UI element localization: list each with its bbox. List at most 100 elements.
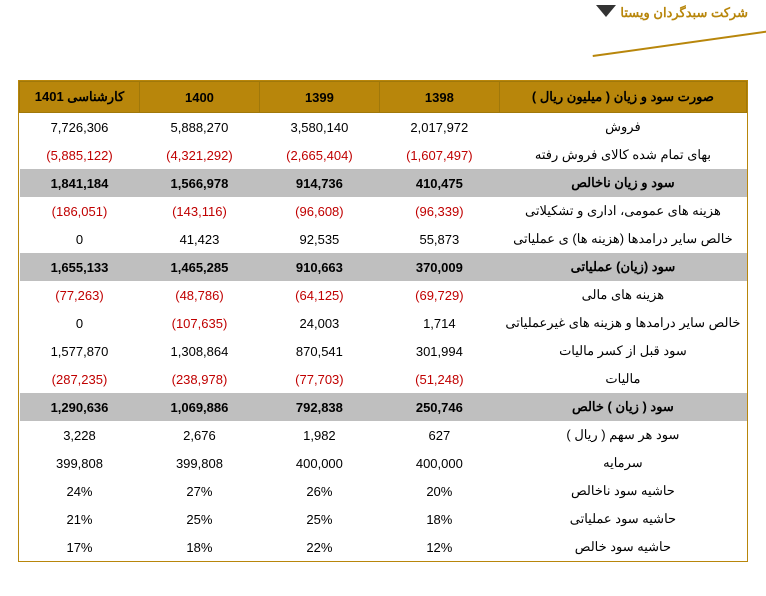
row-label: حاشیه سود ناخالص	[499, 477, 746, 505]
cell-value: 24%	[20, 477, 140, 505]
table-header-row: صورت سود و زیان ( میلیون ریال ) 1398 139…	[20, 82, 747, 113]
income-statement-table: صورت سود و زیان ( میلیون ریال ) 1398 139…	[19, 81, 747, 561]
table-row: سود ( زیان ) خالص250,746792,8381,069,886…	[20, 393, 747, 421]
cell-value: (51,248)	[379, 365, 499, 393]
row-label: سرمایه	[499, 449, 746, 477]
cell-value: 910,663	[259, 253, 379, 281]
cell-value: 5,888,270	[139, 113, 259, 142]
cell-value: 26%	[259, 477, 379, 505]
col-header-y3: کارشناسی 1401	[20, 82, 140, 113]
cell-value: 0	[20, 309, 140, 337]
row-label: هزینه های مالی	[499, 281, 746, 309]
cell-value: 20%	[379, 477, 499, 505]
cell-value: (77,703)	[259, 365, 379, 393]
page-header: شرکت سبدگردان ویستا	[0, 0, 766, 50]
cell-value: 301,994	[379, 337, 499, 365]
table-row: سود و زیان ناخالص410,475914,7361,566,978…	[20, 169, 747, 197]
cell-value: 1,308,864	[139, 337, 259, 365]
cell-value: 3,228	[20, 421, 140, 449]
cell-value: 1,069,886	[139, 393, 259, 421]
cell-value: 399,808	[20, 449, 140, 477]
cell-value: 370,009	[379, 253, 499, 281]
cell-value: 2,676	[139, 421, 259, 449]
row-label: فروش	[499, 113, 746, 142]
cell-value: 400,000	[379, 449, 499, 477]
cell-value: (48,786)	[139, 281, 259, 309]
cell-value: (143,116)	[139, 197, 259, 225]
col-header-y1: 1399	[259, 82, 379, 113]
cell-value: 27%	[139, 477, 259, 505]
cell-value: 12%	[379, 533, 499, 561]
table-body: فروش2,017,9723,580,1405,888,2707,726,306…	[20, 113, 747, 562]
header-line	[593, 30, 766, 57]
cell-value: (238,978)	[139, 365, 259, 393]
logo-accent-icon	[596, 5, 616, 17]
cell-value: (64,125)	[259, 281, 379, 309]
table-row: مالیات(51,248)(77,703)(238,978)(287,235)	[20, 365, 747, 393]
table-row: سود قبل از کسر مالیات301,994870,5411,308…	[20, 337, 747, 365]
company-name: شرکت سبدگردان ویستا	[620, 5, 748, 21]
cell-value: 914,736	[259, 169, 379, 197]
cell-value: 22%	[259, 533, 379, 561]
cell-value: 24,003	[259, 309, 379, 337]
row-label: سود قبل از کسر مالیات	[499, 337, 746, 365]
cell-value: 399,808	[139, 449, 259, 477]
table-row: خالص سایر درامدها و هزینه های غیرعملیاتی…	[20, 309, 747, 337]
table-row: فروش2,017,9723,580,1405,888,2707,726,306	[20, 113, 747, 142]
row-label: سود هر سهم ( ریال )	[499, 421, 746, 449]
row-label: حاشیه سود خالص	[499, 533, 746, 561]
cell-value: 41,423	[139, 225, 259, 253]
col-header-y2: 1400	[139, 82, 259, 113]
cell-value: 17%	[20, 533, 140, 561]
col-header-y0: 1398	[379, 82, 499, 113]
table-row: سود (زیان) عملیاتی370,009910,6631,465,28…	[20, 253, 747, 281]
table-row: حاشیه سود ناخالص20%26%27%24%	[20, 477, 747, 505]
table-row: هزینه های مالی(69,729)(64,125)(48,786)(7…	[20, 281, 747, 309]
cell-value: 21%	[20, 505, 140, 533]
cell-value: 627	[379, 421, 499, 449]
cell-value: 0	[20, 225, 140, 253]
cell-value: 25%	[139, 505, 259, 533]
row-label: هزینه های عمومی، اداری و تشکیلاتی	[499, 197, 746, 225]
cell-value: (4,321,292)	[139, 141, 259, 169]
cell-value: 1,714	[379, 309, 499, 337]
cell-value: 792,838	[259, 393, 379, 421]
cell-value: 410,475	[379, 169, 499, 197]
row-label: خالص سایر درامدها (هزینه ها) ی عملیاتی	[499, 225, 746, 253]
cell-value: 92,535	[259, 225, 379, 253]
cell-value: (77,263)	[20, 281, 140, 309]
row-label: سود ( زیان ) خالص	[499, 393, 746, 421]
cell-value: 1,290,636	[20, 393, 140, 421]
table-row: سرمایه400,000400,000399,808399,808	[20, 449, 747, 477]
table-row: حاشیه سود خالص12%22%18%17%	[20, 533, 747, 561]
row-label: خالص سایر درامدها و هزینه های غیرعملیاتی	[499, 309, 746, 337]
cell-value: 1,841,184	[20, 169, 140, 197]
row-label: مالیات	[499, 365, 746, 393]
row-label: بهای تمام شده کالای فروش رفته	[499, 141, 746, 169]
cell-value: 7,726,306	[20, 113, 140, 142]
cell-value: (96,339)	[379, 197, 499, 225]
income-statement-table-wrap: صورت سود و زیان ( میلیون ریال ) 1398 139…	[18, 80, 748, 562]
cell-value: 870,541	[259, 337, 379, 365]
cell-value: (2,665,404)	[259, 141, 379, 169]
row-label: سود (زیان) عملیاتی	[499, 253, 746, 281]
cell-value: (186,051)	[20, 197, 140, 225]
cell-value: 2,017,972	[379, 113, 499, 142]
cell-value: 3,580,140	[259, 113, 379, 142]
cell-value: 1,566,978	[139, 169, 259, 197]
cell-value: (107,635)	[139, 309, 259, 337]
cell-value: 1,982	[259, 421, 379, 449]
cell-value: 55,873	[379, 225, 499, 253]
cell-value: 1,655,133	[20, 253, 140, 281]
cell-value: (5,885,122)	[20, 141, 140, 169]
table-row: بهای تمام شده کالای فروش رفته(1,607,497)…	[20, 141, 747, 169]
table-row: هزینه های عمومی، اداری و تشکیلاتی(96,339…	[20, 197, 747, 225]
table-row: سود هر سهم ( ریال )6271,9822,6763,228	[20, 421, 747, 449]
cell-value: 400,000	[259, 449, 379, 477]
row-label: سود و زیان ناخالص	[499, 169, 746, 197]
row-label: حاشیه سود عملیاتی	[499, 505, 746, 533]
cell-value: (69,729)	[379, 281, 499, 309]
cell-value: 18%	[379, 505, 499, 533]
cell-value: 250,746	[379, 393, 499, 421]
cell-value: (1,607,497)	[379, 141, 499, 169]
